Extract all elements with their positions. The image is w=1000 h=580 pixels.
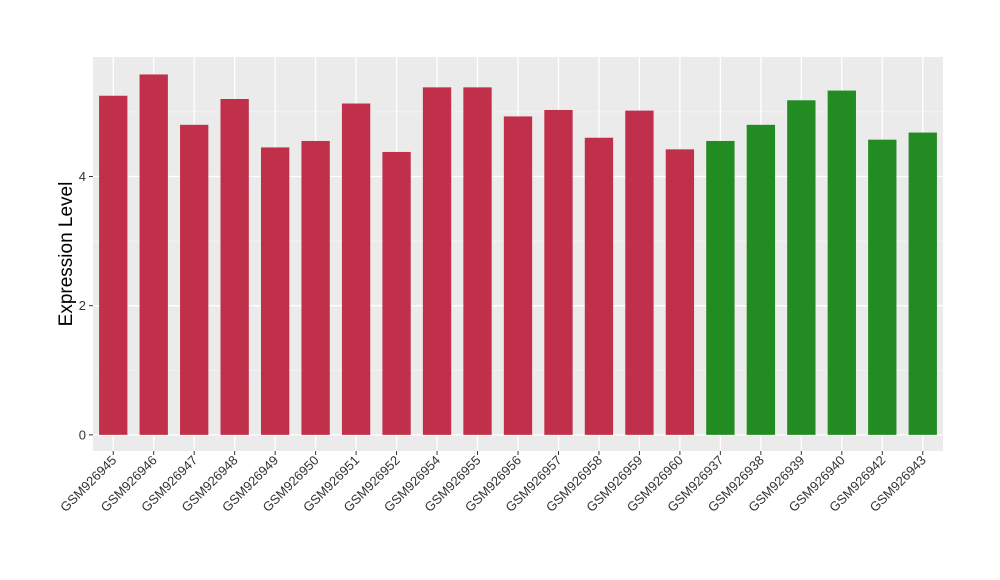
y-axis: 0 2 4 — [79, 169, 93, 442]
y-tick-label: 2 — [79, 298, 86, 313]
y-tick-label: 0 — [79, 427, 86, 442]
bar — [463, 87, 492, 435]
bar — [746, 124, 776, 435]
bar — [503, 116, 533, 435]
bar — [827, 90, 856, 435]
bar — [584, 137, 614, 435]
y-tick-label: 4 — [79, 169, 86, 184]
bar — [382, 151, 411, 435]
bar — [544, 109, 573, 435]
bar — [260, 147, 290, 435]
bar — [220, 98, 249, 435]
bar — [706, 140, 735, 435]
bars — [99, 74, 937, 435]
y-axis-title: Expression Level — [56, 182, 77, 327]
bar — [301, 140, 330, 435]
bar — [99, 95, 128, 435]
bar — [341, 103, 371, 435]
bar — [180, 124, 209, 435]
bar — [868, 139, 897, 435]
bar — [625, 110, 654, 435]
bar — [787, 100, 816, 435]
bar — [665, 149, 695, 435]
bar — [139, 74, 168, 435]
x-axis: GSM926945GSM926946GSM926947GSM926948GSM9… — [57, 451, 929, 515]
bar — [422, 87, 452, 435]
bar — [908, 132, 937, 435]
